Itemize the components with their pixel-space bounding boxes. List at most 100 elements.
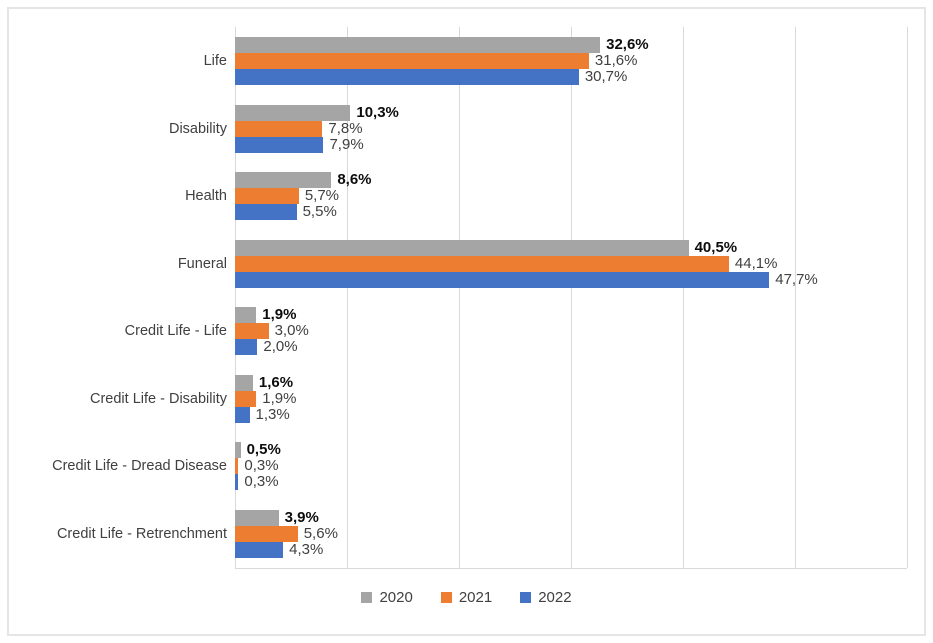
data-label-2021: 1,9% bbox=[262, 389, 297, 407]
plot-area bbox=[235, 27, 908, 569]
bar-group: 10,3% 7,8% 7,9% bbox=[235, 103, 399, 153]
bar-line-2022: 2,0% bbox=[235, 339, 309, 355]
data-label-2021: 44,1% bbox=[734, 254, 778, 272]
gridline-10 bbox=[347, 27, 348, 568]
data-label-2022: 4,3% bbox=[289, 540, 324, 558]
category-label: Credit Life - Retrenchment bbox=[56, 525, 227, 542]
bar-group: 8,6% 5,7% 5,5% bbox=[235, 172, 372, 220]
category-label: Life bbox=[203, 53, 227, 69]
gridline-60 bbox=[907, 27, 908, 568]
legend-swatch-icon bbox=[520, 592, 532, 603]
bar-line-2021: 3,0% bbox=[235, 323, 309, 339]
bar-line-2020: 32,6% bbox=[235, 37, 649, 53]
gridline-0 bbox=[235, 27, 236, 568]
data-label-2022: 30,7% bbox=[584, 68, 628, 85]
data-label-2020: 1,6% bbox=[258, 373, 294, 391]
bar-2021 bbox=[235, 323, 269, 339]
bar-2022 bbox=[235, 136, 324, 153]
bar-rows-container: Life 32,6% 31,6% 30,7% Disability 10,3% 7,8% 7,… bbox=[0, 28, 933, 568]
bar-line-2021: 31,6% bbox=[235, 53, 649, 69]
bar-group: 1,6% 1,9% 1,3% bbox=[235, 373, 297, 423]
legend-swatch-icon bbox=[361, 592, 373, 603]
data-label-2022: 7,9% bbox=[329, 135, 364, 153]
gridline-20 bbox=[459, 27, 460, 568]
bar-line-2020: 8,6% bbox=[235, 172, 372, 188]
bar-line-2021: 5,6% bbox=[235, 524, 338, 542]
data-label-2021: 7,8% bbox=[328, 119, 363, 137]
legend-label: 2020 bbox=[379, 589, 413, 606]
data-label-2020: 8,6% bbox=[337, 171, 372, 188]
data-label-2020: 3,9% bbox=[284, 508, 319, 526]
bar-2020 bbox=[235, 37, 601, 53]
bar-2020 bbox=[235, 442, 241, 458]
bar-line-2022: 1,3% bbox=[235, 405, 296, 423]
bar-2020 bbox=[235, 104, 351, 121]
data-label-2020: 40,5% bbox=[694, 238, 738, 256]
bar-line-2021: 7,8% bbox=[235, 119, 399, 137]
bar-2022 bbox=[235, 406, 250, 423]
bar-group: 0,5% 0,3% 0,3% bbox=[235, 442, 281, 490]
bar-line-2020: 3,9% bbox=[235, 508, 338, 526]
bar-line-2021: 5,7% bbox=[235, 188, 372, 204]
bar-line-2020: 1,9% bbox=[235, 307, 309, 323]
data-label-2021: 31,6% bbox=[594, 52, 638, 69]
category-row: Disability 10,3% 7,8% 7,9% bbox=[0, 96, 933, 164]
bar-2022 bbox=[235, 69, 579, 85]
bar-line-2021: 1,9% bbox=[235, 389, 297, 407]
category-label: Disability bbox=[168, 120, 227, 137]
data-label-2022: 5,5% bbox=[302, 203, 337, 220]
bar-2022 bbox=[235, 339, 258, 355]
bar-2022 bbox=[235, 204, 297, 220]
bar-2021 bbox=[235, 255, 729, 272]
bar-line-2020: 40,5% bbox=[235, 238, 818, 256]
category-row: Credit Life - Dread Disease 0,5% 0,3% 0,3% bbox=[0, 433, 933, 501]
category-row: Credit Life - Retrenchment 3,9% 5,6% 4,3% bbox=[0, 501, 933, 569]
bar-2021 bbox=[235, 188, 299, 204]
data-label-2022: 47,7% bbox=[775, 270, 818, 288]
data-label-2020: 10,3% bbox=[356, 103, 399, 121]
category-row: Credit Life - Disability 1,6% 1,9% 1,3% bbox=[0, 366, 933, 434]
legend-item-2020: 2020 bbox=[361, 589, 413, 606]
bar-2020 bbox=[235, 172, 332, 188]
bar-line-2022: 5,5% bbox=[235, 204, 372, 220]
bar-line-2022: 0,3% bbox=[235, 474, 281, 490]
bar-2022 bbox=[235, 541, 284, 558]
bar-2021 bbox=[235, 390, 257, 407]
category-row: Health 8,6% 5,7% 5,5% bbox=[0, 163, 933, 231]
category-row: Credit Life - Life 1,9% 3,0% 2,0% bbox=[0, 298, 933, 366]
bar-line-2022: 4,3% bbox=[235, 540, 338, 558]
bar-line-2020: 10,3% bbox=[235, 103, 399, 121]
bar-group: 32,6% 31,6% 30,7% bbox=[235, 37, 649, 85]
gridline-30 bbox=[571, 27, 572, 568]
category-label: Health bbox=[185, 188, 227, 204]
legend-item-2022: 2022 bbox=[520, 589, 572, 606]
bar-line-2022: 7,9% bbox=[235, 135, 399, 153]
category-label: Credit Life - Dread Disease bbox=[52, 458, 227, 474]
data-label-2021: 5,6% bbox=[303, 524, 338, 542]
bar-line-2020: 0,5% bbox=[235, 442, 281, 458]
category-row: Life 32,6% 31,6% 30,7% bbox=[0, 28, 933, 96]
category-label: Credit Life - Disability bbox=[90, 390, 227, 407]
bar-2020 bbox=[235, 307, 257, 323]
category-label: Credit Life - Life bbox=[124, 323, 227, 339]
bar-line-2020: 1,6% bbox=[235, 373, 296, 391]
bar-2020 bbox=[235, 374, 253, 391]
bar-group: 40,5% 44,1% 47,7% bbox=[235, 238, 818, 288]
bar-group: 3,9% 5,6% 4,3% bbox=[235, 508, 338, 558]
bar-2021 bbox=[235, 458, 239, 474]
bar-2022 bbox=[235, 474, 239, 490]
data-label-2021: 5,7% bbox=[304, 187, 340, 204]
bar-2021 bbox=[235, 53, 589, 69]
category-label: Funeral bbox=[177, 255, 227, 272]
gridline-40 bbox=[683, 27, 684, 568]
bar-group: 1,9% 3,0% 2,0% bbox=[235, 307, 309, 355]
legend-label: 2022 bbox=[538, 589, 572, 606]
data-label-2022: 0,3% bbox=[244, 473, 279, 490]
gridline-50 bbox=[795, 27, 796, 568]
data-label-2022: 1,3% bbox=[255, 405, 290, 423]
bar-2021 bbox=[235, 120, 323, 137]
bar-2020 bbox=[235, 239, 689, 256]
data-label-2021: 0,3% bbox=[244, 457, 279, 474]
legend-item-2021: 2021 bbox=[440, 589, 492, 606]
